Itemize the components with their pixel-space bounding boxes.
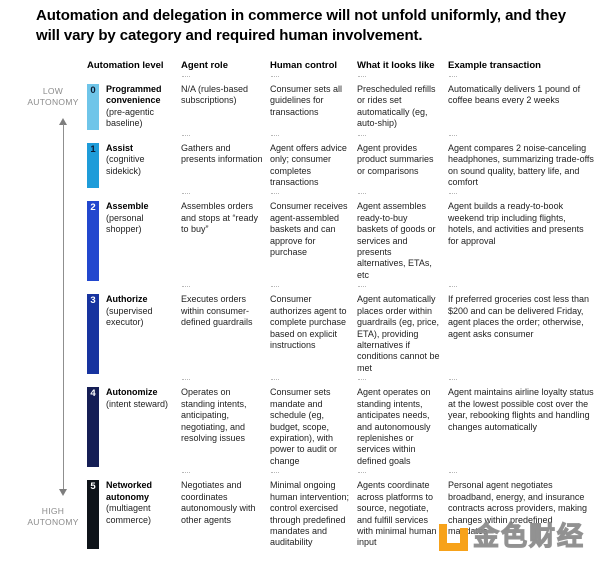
what-it-looks-like-cell: Agent automatically places order within … (357, 286, 440, 373)
level-badge: 5 (87, 480, 99, 549)
level-number: 3 (90, 295, 96, 307)
autonomy-axis-arrow-icon (59, 118, 68, 496)
what-it-looks-like-cell: Agents coordinate across platforms to so… (357, 472, 441, 549)
level-name: Programmed convenience (106, 84, 162, 106)
example-transaction-cell: Personal agent negotiates broadband, ene… (448, 472, 594, 537)
agent-role-cell: Operates on standing intents, anticipati… (181, 379, 263, 444)
level-cell: Authorize (supervised executor) (106, 294, 174, 328)
level-number: 2 (90, 202, 96, 214)
level-name: Assemble (106, 201, 149, 212)
arrow-up-icon (59, 118, 67, 125)
level-badge: 1 (87, 142, 99, 189)
agent-role-cell: Executes orders within consumer-defined … (181, 286, 263, 328)
agent-role-cell: Assembles orders and stops at “ready to … (181, 193, 263, 235)
what-it-looks-like-cell: Agent assembles ready-to-buy baskets of … (357, 193, 441, 281)
page-title: Automation and delegation in commerce wi… (36, 7, 566, 44)
header-what-it-looks-like: What it looks like (357, 60, 435, 71)
level-badge: 3 (87, 294, 99, 375)
automation-levels-table: Automation level Agent role Human contro… (87, 60, 596, 549)
header-human-control: Human control (270, 60, 338, 71)
agent-role-cell: Gathers and presents information (181, 134, 263, 165)
level-name: Authorize (106, 294, 148, 305)
level-qualifier: (pre-agentic baseline) (106, 106, 155, 129)
high-autonomy-label: HIGH AUTONOMY (27, 506, 79, 528)
level-qualifier: (multiagent commerce) (106, 503, 152, 525)
level-qualifier: (supervised executor) (106, 305, 153, 328)
level-cell: Autonomize (intent steward) (106, 387, 174, 410)
example-transaction-cell: If preferred groceries cost less than $2… (448, 286, 594, 340)
what-it-looks-like-cell: Prescheduled refills or rides set automa… (357, 76, 441, 130)
level-cell: Networked autonomy (multiagent commerce) (106, 480, 174, 526)
level-badge: 0 (87, 84, 99, 130)
level-qualifier: (personal shopper) (106, 212, 144, 235)
level-number: 0 (90, 85, 96, 96)
level-cell: Assist (cognitive sidekick) (106, 143, 174, 177)
level-cell: Assemble (personal shopper) (106, 201, 174, 235)
agent-role-cell: Negotiates and coordinates autonomously … (181, 472, 263, 526)
example-transaction-cell: Agent builds a ready-to-book weekend tri… (448, 193, 594, 247)
human-control-cell: Consumer authorizes agent to complete pu… (270, 286, 350, 351)
example-transaction-cell: Agent maintains airline loyalty status a… (448, 379, 594, 432)
level-name: Networked autonomy (106, 480, 153, 502)
header-agent-role: Agent role (181, 60, 228, 71)
header-example-transaction: Example transaction (448, 60, 541, 71)
header-automation-level: Automation level (87, 60, 164, 71)
arrow-line (62, 124, 64, 490)
arrow-down-icon (59, 489, 67, 496)
low-autonomy-label: LOW AUTONOMY (27, 86, 79, 108)
example-transaction-cell: Agent compares 2 noise-canceling headpho… (448, 134, 594, 187)
agent-role-cell: N/A (rules-based subscriptions) (181, 76, 263, 107)
human-control-cell: Consumer receives agent-assembled basket… (270, 193, 350, 258)
what-it-looks-like-cell: Agent operates on standing intents, anti… (357, 379, 441, 467)
level-badge: 4 (87, 387, 99, 468)
example-transaction-cell: Automatically delivers 1 pound of coffee… (448, 76, 594, 107)
level-name: Assist (106, 142, 134, 153)
level-qualifier: (intent steward) (106, 398, 169, 409)
level-name: Autonomize (106, 387, 158, 398)
what-it-looks-like-cell: Agent provides product summaries or comp… (357, 134, 441, 177)
level-cell: Programmed convenience (pre-agentic base… (106, 84, 174, 130)
level-qualifier: (cognitive sidekick) (106, 154, 145, 176)
human-control-cell: Consumer sets all guidelines for transac… (270, 75, 350, 118)
level-number: 5 (90, 481, 96, 493)
level-number: 4 (90, 388, 96, 400)
human-control-cell: Minimal ongoing human intervention; cont… (270, 472, 350, 548)
level-badge: 2 (87, 201, 99, 282)
level-number: 1 (90, 143, 96, 155)
human-control-cell: Agent offers advice only; consumer compl… (270, 134, 350, 189)
human-control-cell: Consumer sets mandate and schedule (eg, … (270, 379, 350, 467)
